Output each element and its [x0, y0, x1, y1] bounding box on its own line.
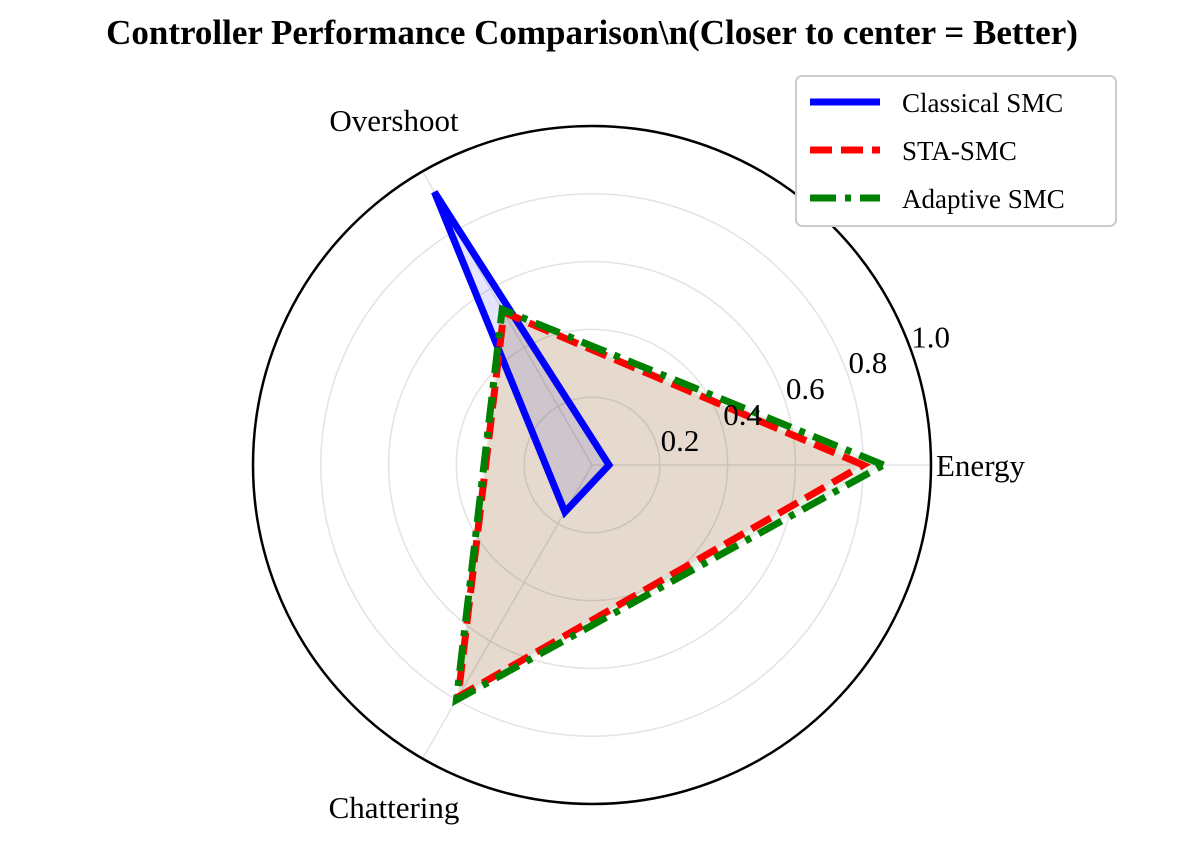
legend: Classical SMC STA-SMC Adaptive SMC — [795, 75, 1117, 227]
legend-label: Classical SMC — [902, 88, 1063, 118]
series-fill — [458, 312, 864, 697]
axis-label: Energy — [936, 448, 1025, 483]
radial-tick-label: 0.2 — [661, 423, 700, 458]
chart-title: Controller Performance Comparison\n(Clos… — [106, 13, 1078, 52]
radial-tick-label: 0.6 — [786, 371, 825, 406]
radial-tick-label: 0.4 — [723, 397, 762, 432]
legend-label: STA-SMC — [902, 136, 1017, 166]
series-fill — [434, 192, 609, 512]
axis-label: Chattering — [329, 790, 460, 825]
outer-frame — [251, 124, 933, 806]
radar-series — [431, 190, 892, 707]
legend-label: Adaptive SMC — [902, 184, 1065, 214]
legend-frame — [795, 75, 1117, 227]
radial-tick-label: 0.8 — [849, 345, 888, 380]
radar-labels: Energy Overshoot Chattering 0.2 0.4 0.6 0.8 1.0 — [329, 103, 1026, 825]
radial-tick-label: 1.0 — [911, 319, 950, 354]
series-line — [453, 307, 872, 704]
series-fill — [456, 309, 884, 700]
series-line — [452, 304, 892, 707]
axis-label: Overshoot — [329, 103, 459, 138]
